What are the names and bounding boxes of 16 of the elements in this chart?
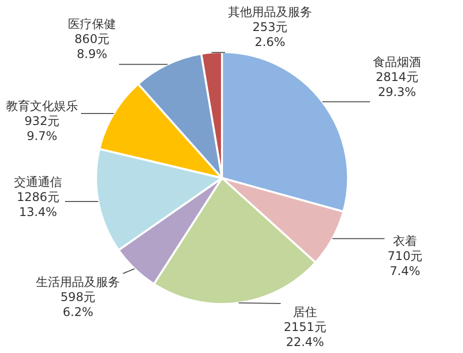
data-label: 253元 2.6% (252, 20, 288, 50)
slice-label: 居住 (293, 305, 317, 320)
data-label: 860元 8.9% (74, 32, 110, 62)
slice-label: 生活用品及服务 (36, 275, 120, 290)
data-label: 2814元 29.3% (376, 70, 418, 100)
data-label: 2151元 22.4% (284, 320, 326, 350)
data-label: 598元 6.2% (60, 290, 96, 320)
slice-label: 交通通信 (14, 175, 62, 190)
slice-label: 食品烟酒 (373, 55, 421, 70)
data-label: 1286元 13.4% (16, 190, 60, 220)
slice-label: 衣着 (393, 234, 417, 248)
slice-label: 其他用品及服务 (228, 5, 312, 20)
data-label: 710元 7.4% (388, 249, 422, 278)
data-label: 932元 9.7% (24, 114, 60, 144)
slice-label: 医疗保健 (68, 17, 116, 32)
slice-label: 教育文化娱乐 (6, 99, 78, 114)
